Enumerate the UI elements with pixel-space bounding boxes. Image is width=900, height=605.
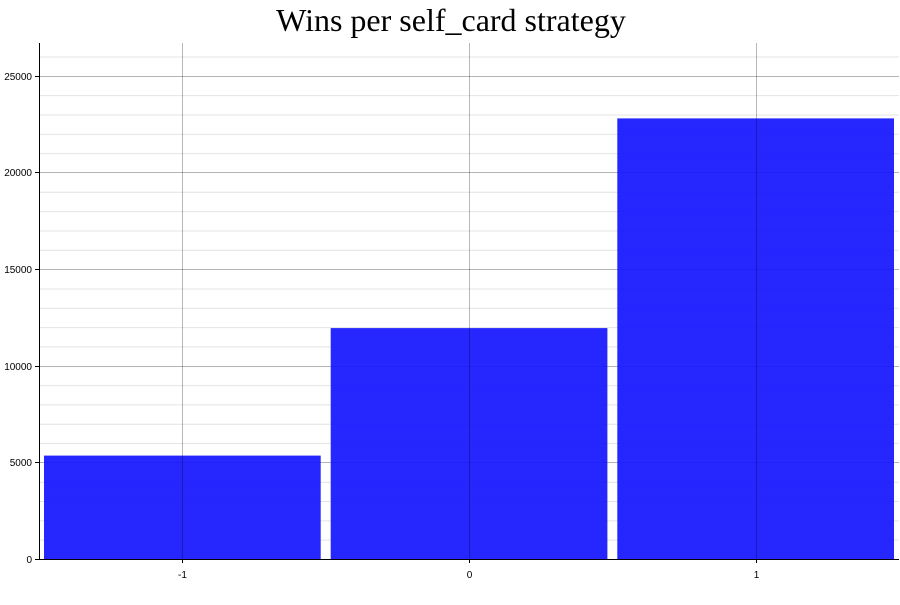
x-tick-label: -1 [178, 570, 187, 581]
bar-0 [330, 328, 608, 559]
bars [44, 118, 894, 560]
chart-title: Wins per self_card strategy [276, 2, 626, 38]
y-axis-ticks: 0 5000 10000 15000 20000 25000 [4, 72, 39, 566]
y-tick-label: 20000 [4, 168, 32, 179]
y-tick-label: 15000 [4, 265, 32, 276]
x-tick-label: 1 [754, 570, 760, 581]
bar--1 [44, 455, 321, 559]
y-tick-label: 5000 [10, 458, 33, 469]
y-tick-label: 25000 [4, 72, 32, 83]
x-axis-ticks: -1 0 1 [178, 559, 760, 581]
y-tick-label: 10000 [4, 362, 32, 373]
y-tick-label: 0 [26, 555, 32, 566]
category-gridlines [182, 43, 757, 559]
bar-1 [617, 118, 894, 560]
x-tick-label: 0 [467, 570, 473, 581]
